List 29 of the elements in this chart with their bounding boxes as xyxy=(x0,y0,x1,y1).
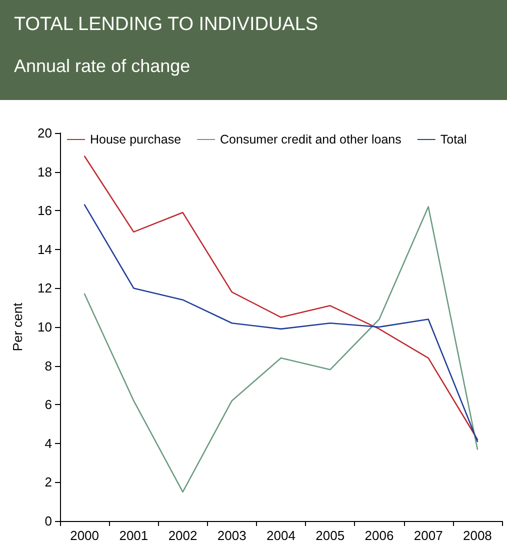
legend-label: House purchase xyxy=(90,132,182,146)
x-tick-label: 2001 xyxy=(119,528,148,543)
y-tick-label: 8 xyxy=(44,358,52,374)
y-tick-label: 14 xyxy=(38,242,52,257)
legend-label: Total xyxy=(440,132,467,146)
line-series xyxy=(84,204,478,442)
y-tick-label: 16 xyxy=(38,203,52,218)
y-axis-title: Per cent xyxy=(10,302,25,352)
x-tick-label: 2005 xyxy=(316,528,345,543)
y-tick-label: 6 xyxy=(44,397,52,412)
line-series xyxy=(84,206,478,493)
x-tick-label: 2000 xyxy=(70,528,100,543)
chart-title: TOTAL LENDING TO INDIVIDUALS xyxy=(14,14,318,36)
legend-label: Consumer credit and other loans xyxy=(220,132,402,146)
y-tick-label: 12 xyxy=(38,280,52,296)
x-tick-label: 2003 xyxy=(217,528,246,543)
y-tick-label: 20 xyxy=(38,126,52,140)
y-tick-label: 0 xyxy=(44,514,52,528)
x-tick-label: 2008 xyxy=(462,528,492,543)
x-tick-label: 2002 xyxy=(168,528,198,543)
y-tick-label: 2 xyxy=(44,474,52,490)
line-series xyxy=(84,156,478,440)
x-tick-label: 2007 xyxy=(414,528,443,543)
chart-subtitle: Annual rate of change xyxy=(14,56,190,77)
x-tick-label: 2004 xyxy=(266,528,296,543)
x-tick-label: 2006 xyxy=(364,528,394,543)
y-tick-label: 10 xyxy=(38,320,52,334)
y-tick-label: 4 xyxy=(44,436,52,451)
y-tick-label: 18 xyxy=(38,164,52,180)
